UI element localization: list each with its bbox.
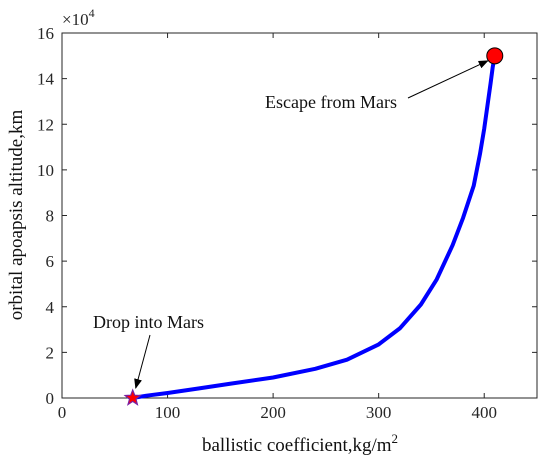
x-axis-ticks: 0 100 200 300 400: [58, 33, 497, 422]
annotation-arrow: [407, 60, 489, 99]
x-axis-label-superscript: 2: [392, 431, 399, 446]
y-tick-label: 14: [37, 70, 55, 89]
end-point-marker: [486, 47, 504, 65]
y-axis-ticks: 0 2 4 6 8 10 12 14 16: [37, 24, 537, 408]
annotation-label: Escape from Mars: [265, 92, 397, 112]
y-tick-label: 0: [46, 389, 55, 408]
y-multiplier: ×104: [62, 6, 95, 29]
x-tick-label: 0: [58, 403, 67, 422]
plot-area: [61, 32, 538, 399]
x-axis-label-text: ballistic coefficient,kg/m: [202, 435, 392, 456]
y-tick-label: 2: [46, 343, 55, 362]
y-axis-label: orbital apoapsis altitude,km: [6, 110, 27, 321]
y-multiplier-base: ×10: [62, 10, 89, 29]
y-tick-label: 6: [46, 252, 55, 271]
start-point-star-marker: [123, 388, 142, 406]
y-tick-label: 8: [46, 207, 55, 226]
x-tick-label: 400: [471, 403, 497, 422]
annotation-arrow: [134, 334, 151, 389]
x-tick-label: 300: [366, 403, 392, 422]
annotation-label: Drop into Mars: [93, 312, 204, 332]
y-tick-label: 16: [37, 24, 54, 43]
x-tick-label: 200: [260, 403, 286, 422]
series-layer: [130, 53, 497, 400]
y-tick-label: 12: [37, 115, 54, 134]
annotation-layer: Escape from Mars Drop into Mars: [93, 60, 489, 389]
x-tick-label: 100: [155, 403, 181, 422]
y-tick-label: 10: [37, 161, 54, 180]
marker-layer: [123, 47, 504, 406]
y-multiplier-exponent: 4: [89, 6, 95, 20]
y-tick-label: 4: [46, 298, 55, 317]
x-axis-label: ballistic coefficient,kg/m2: [202, 431, 398, 456]
series-line: [130, 53, 497, 400]
